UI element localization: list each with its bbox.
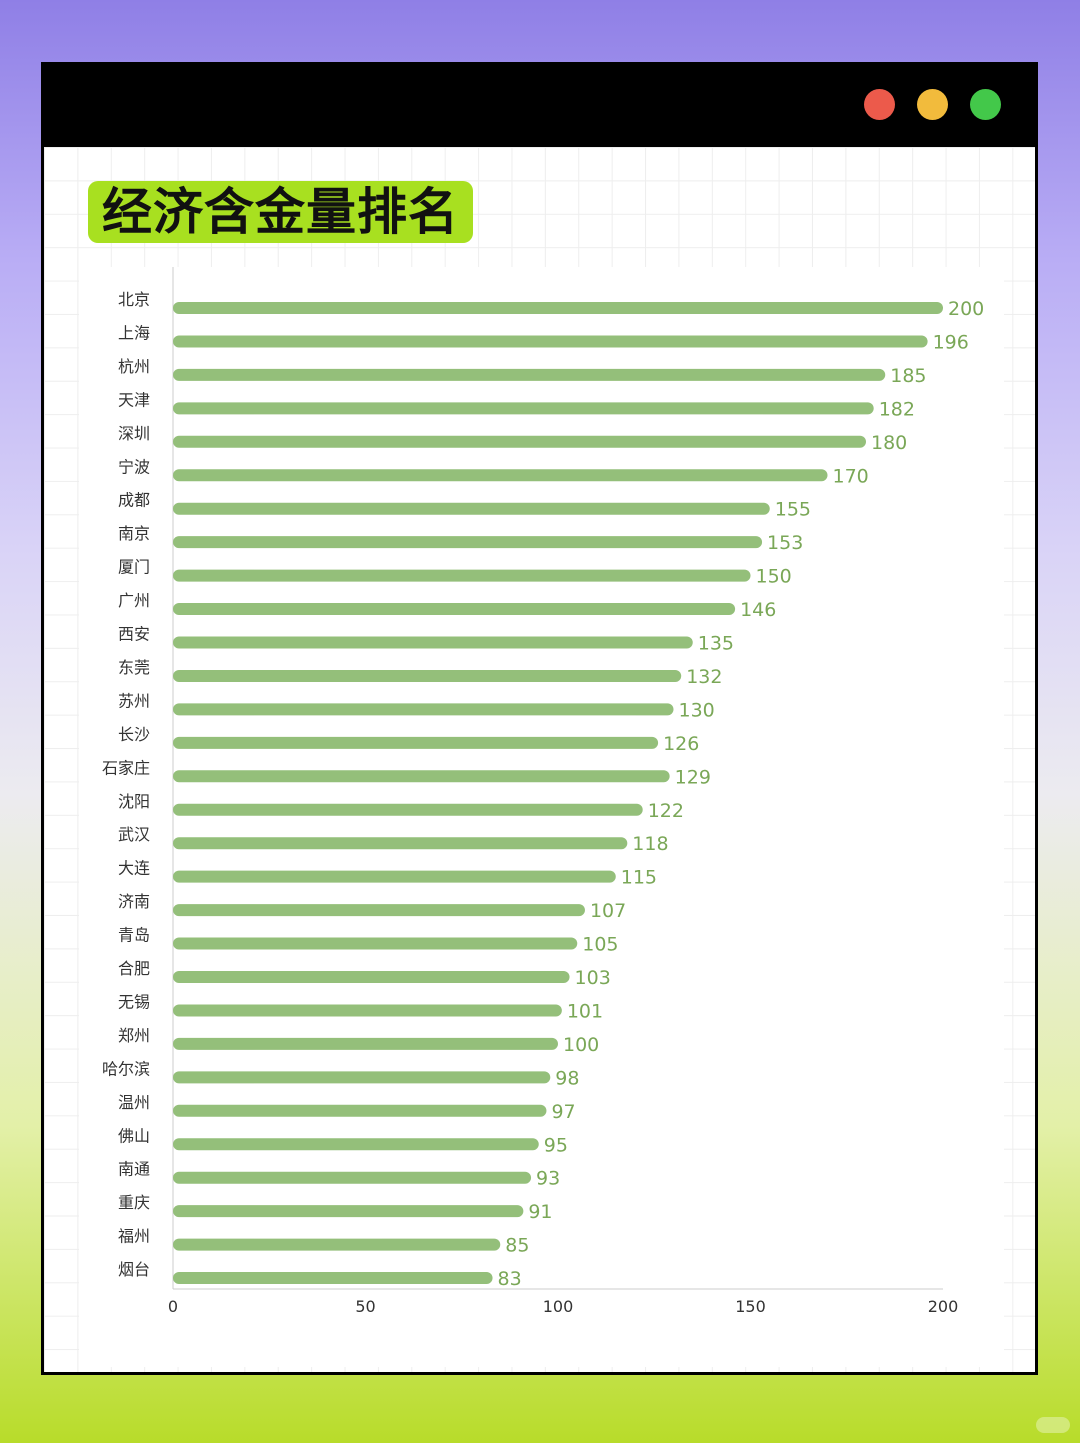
category-label: 厦门 [118,558,150,577]
x-tick-label: 200 [928,1297,959,1316]
data-label: 115 [621,867,657,889]
data-label: 83 [498,1268,522,1290]
category-label: 南通 [118,1160,150,1179]
x-tick-label: 0 [168,1297,178,1316]
category-label: 北京 [118,290,150,309]
category-label: 温州 [118,1093,150,1112]
data-label: 185 [890,365,926,387]
page-indicator [1036,1417,1070,1433]
data-label: 95 [544,1134,568,1156]
category-label: 苏州 [118,691,150,710]
data-label: 200 [948,298,984,320]
x-tick-label: 50 [355,1297,375,1316]
data-label: 97 [551,1101,575,1123]
category-label: 天津 [118,390,150,409]
category-label: 哈尔滨 [102,1059,150,1078]
x-tick-label: 150 [735,1297,766,1316]
category-label: 长沙 [118,725,150,744]
chart-title: 经济含金量排名 [88,181,473,243]
data-label: 107 [590,900,626,922]
data-label: 91 [528,1201,552,1223]
data-label: 170 [833,465,869,487]
category-label: 烟台 [118,1260,150,1279]
category-label: 沈阳 [118,792,150,811]
category-label: 青岛 [118,926,150,945]
category-label: 福州 [118,1227,150,1246]
data-label: 100 [563,1034,599,1056]
category-label: 合肥 [118,959,150,978]
chart-canvas: 经济含金量排名 北京 200 上海 196 杭州 185 天津 182 深圳 180 宁波 170 成都… [44,147,1035,1372]
data-label: 150 [756,566,792,588]
data-label: 118 [632,833,668,855]
category-label: 南京 [118,524,150,543]
data-label: 153 [767,532,803,554]
category-label: 杭州 [118,357,150,376]
category-label: 东莞 [118,658,150,677]
data-label: 98 [555,1067,579,1089]
category-label: 重庆 [118,1193,150,1212]
category-label: 济南 [118,892,150,911]
category-label: 深圳 [118,424,150,443]
data-label: 132 [686,666,722,688]
data-label: 180 [871,432,907,454]
data-label: 155 [775,499,811,521]
minimize-dot[interactable] [917,89,948,120]
category-label: 石家庄 [102,758,150,777]
data-label: 105 [582,934,618,956]
data-label: 129 [675,766,711,788]
maximize-dot[interactable] [970,89,1001,120]
bar-chart: 北京 200 上海 196 杭州 185 天津 182 深圳 180 宁波 170 成都 155 南京 153… [102,267,984,1316]
category-label: 成都 [118,491,150,510]
plot-area: 北京 200 上海 196 杭州 185 天津 182 深圳 180 宁波 170 成都 155 南京 153… [79,267,1004,1367]
category-label: 武汉 [118,825,150,844]
data-label: 122 [648,800,684,822]
category-label: 佛山 [118,1126,150,1145]
data-label: 93 [536,1168,560,1190]
category-label: 上海 [118,323,150,342]
data-label: 85 [505,1235,529,1257]
category-label: 宁波 [118,457,150,476]
x-tick-label: 100 [543,1297,574,1316]
data-label: 146 [740,599,776,621]
category-label: 广州 [118,591,150,610]
data-label: 130 [679,699,715,721]
category-label: 大连 [118,859,150,878]
close-dot[interactable] [864,89,895,120]
data-label: 101 [567,1000,603,1022]
category-label: 郑州 [118,1026,150,1045]
data-label: 126 [663,733,699,755]
window-titlebar [44,65,1035,147]
data-label: 182 [879,398,915,420]
category-label: 无锡 [118,992,150,1011]
data-label: 135 [698,633,734,655]
app-window: 经济含金量排名 北京 200 上海 196 杭州 185 天津 182 深圳 180 宁波 170 成都… [41,62,1038,1375]
data-label: 196 [933,331,969,353]
data-label: 103 [575,967,611,989]
category-label: 西安 [118,625,150,644]
